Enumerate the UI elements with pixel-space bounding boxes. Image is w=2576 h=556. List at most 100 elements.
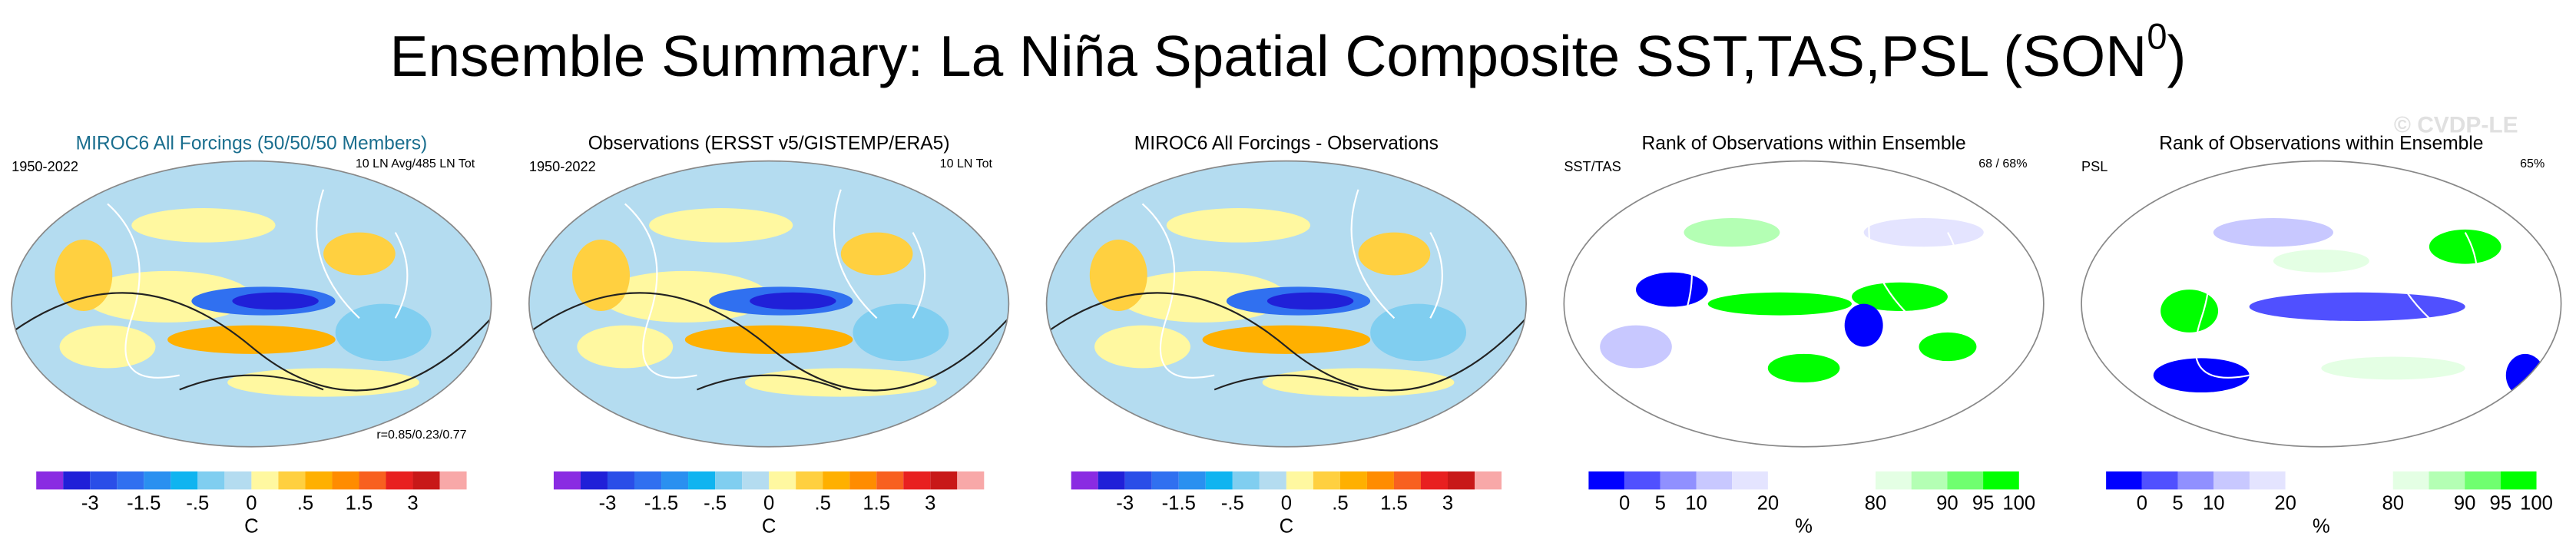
colorbar-box [1124,471,1152,490]
colorbar-box [197,471,225,490]
colorbar-box [1313,471,1340,490]
map-field [2153,358,2250,393]
map-field [1358,232,1431,276]
colorbar-tick-label: 90 [1936,492,1958,514]
colorbar-box [769,471,796,490]
colorbar-box [1448,471,1475,490]
colorbar-box [386,471,413,490]
colorbar-box [251,471,279,490]
colorbar-tick-label: 0 [763,492,774,514]
colorbar-tick-label: -.5 [1221,492,1244,514]
map [1564,161,2044,447]
colorbar-tick-label: 0 [2137,492,2147,514]
colorbar-tick-label: .5 [297,492,313,514]
colorbar-box [2285,471,2322,490]
colorbar-box [1767,471,1804,490]
colorbar-box [1366,471,1394,490]
colorbar-box [1947,471,1984,490]
colorbar-box [117,471,144,490]
colorbar-box [332,471,359,490]
map-field [1844,303,1883,347]
map-border [528,160,1010,448]
title-superscript: 0 [2147,16,2167,57]
map-field [648,208,793,243]
colorbar-tick-label: 100 [2520,492,2553,514]
colorbar-tick-label: 20 [1757,492,1780,514]
map-field [2321,356,2465,380]
colorbar-tick-label: 5 [2172,492,2183,514]
colorbar-tick-label: 3 [925,492,935,514]
map-field [1919,332,1977,362]
colorbar-box [2429,471,2465,490]
map-field [2160,290,2219,333]
colorbar-box [1339,471,1367,490]
panel-left-label: 1950-2022 [529,159,596,174]
coastline [107,189,409,379]
map-field [577,325,674,369]
colorbar-box [1286,471,1313,490]
colorbar-box [1660,471,1697,490]
map-field [323,232,396,276]
map-field [2273,249,2369,273]
colorbar-box [359,471,386,490]
colorbar-box [2321,471,2358,490]
panel-title: Observations (ERSST v5/GISTEMP/ERA5) [588,134,950,154]
colorbar-box [957,471,985,490]
colorbar-box [439,471,467,490]
colorbar-tick-label: -.5 [704,492,727,514]
colorbar-tick-label: -3 [81,492,99,514]
colorbar-tick-label: 3 [407,492,418,514]
colorbar-tick-label: 0 [246,492,257,514]
coastline [1141,189,1443,379]
map [528,161,1009,447]
figure-title: Ensemble Summary: La Niña Spatial Compos… [390,16,2187,88]
colorbar-box [1232,471,1260,490]
map-field [684,325,853,354]
colorbar-box [823,471,850,490]
colorbar-box [2249,471,2286,490]
colorbar-unit: C [762,515,776,537]
colorbar-box [607,471,635,490]
colorbar-unit: C [1280,515,1294,537]
map-field [750,292,836,310]
map-field [2213,218,2333,247]
colorbar-tick-label: 95 [2490,492,2512,514]
colorbar-tick-label: -1.5 [644,492,678,514]
colorbar-box [1259,471,1286,490]
colorbar-tick-label: 10 [1685,492,1707,514]
colorbar-box [1732,471,1768,490]
colorbar-box [278,471,306,490]
colorbar-box [849,471,877,490]
colorbar-box [1911,471,1948,490]
map-field [853,303,949,362]
map-field [1266,292,1354,310]
colorbar-box [90,471,118,490]
colorbar-tick-label: 10 [2203,492,2225,514]
panel-right-label: 10 LN Tot [940,157,993,170]
colorbar-box [2392,471,2429,490]
map [1046,161,1527,447]
panel-bottom-label: r=0.85/0.23/0.77 [376,428,466,442]
colorbar-unit: % [1795,515,1813,537]
map-field [572,239,631,311]
panel-left-label: PSL [2081,159,2107,174]
map-field [1852,282,1948,311]
colorbar-tick-label: 80 [2382,492,2404,514]
map-field [1089,239,1147,311]
colorbar-box [1983,471,2019,490]
colorbar-box [1178,471,1206,490]
colorbar-box [688,471,716,490]
map-field [1094,325,1190,369]
colorbar-box [305,471,333,490]
panel-title: MIROC6 All Forcings - Observations [1134,134,1439,154]
map-field [1202,325,1371,354]
colorbar-tick-label: 0 [1619,492,1630,514]
map-field [1262,368,1455,397]
colorbar-box [715,471,743,490]
colorbar-box [2141,471,2178,490]
colorbar-tick-label: -1.5 [127,492,161,514]
colorbar-box [171,471,198,490]
colorbar-box [1475,471,1502,490]
map-field [227,368,419,397]
colorbar-box [412,471,440,490]
